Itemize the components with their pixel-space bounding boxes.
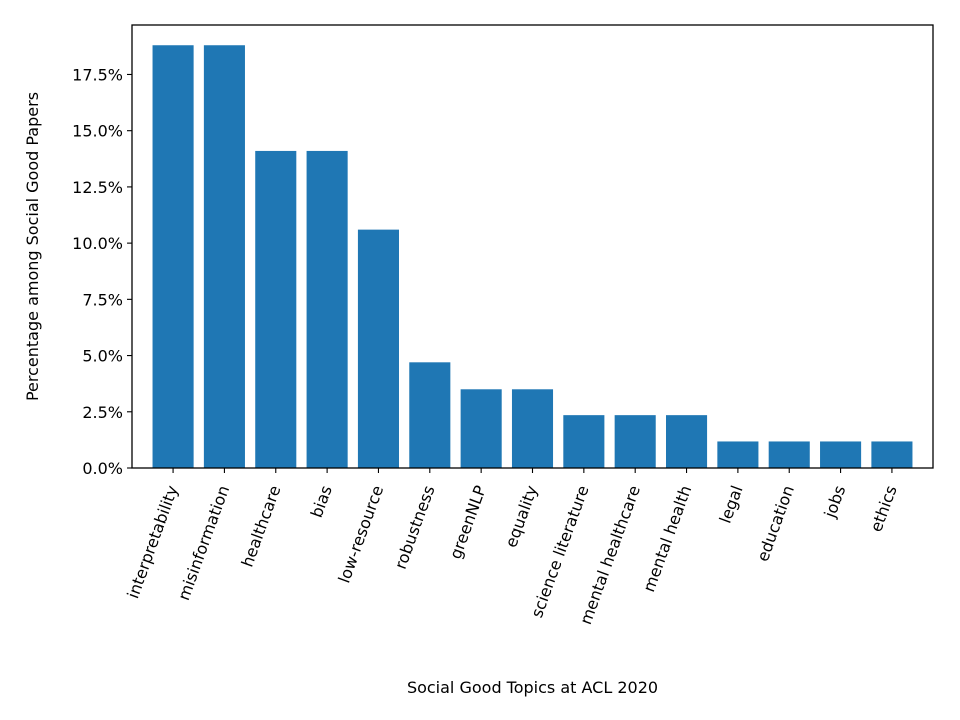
bar-greenNLP: [460, 389, 502, 468]
y-tick-label: 12.5%: [72, 178, 123, 197]
bar-mental-health: [666, 415, 708, 468]
y-tick-label: 17.5%: [72, 65, 123, 84]
bar-education: [768, 441, 810, 468]
x-tick-label-equality: equality: [501, 483, 541, 550]
bar-robustness: [409, 362, 451, 468]
x-tick-label-misinformation: misinformation: [174, 483, 233, 603]
x-tick-label-interpretability: interpretability: [123, 483, 181, 601]
x-tick-label-ethics: ethics: [866, 483, 900, 534]
bars-group: [152, 45, 913, 469]
x-tick-label-low-resource: low-resource: [334, 483, 387, 586]
x-tick-label-legal: legal: [716, 483, 747, 526]
y-tick-label: 10.0%: [72, 234, 123, 253]
bar-healthcare: [255, 150, 297, 468]
bar-jobs: [820, 441, 862, 468]
y-tick-label: 7.5%: [82, 290, 123, 309]
bar-interpretability: [152, 45, 194, 469]
bar-ethics: [871, 441, 913, 468]
x-tick-label-robustness: robustness: [391, 483, 439, 572]
y-axis-label: Percentage among Social Good Papers: [23, 92, 42, 401]
plot-frame: [131, 24, 934, 469]
x-tick-label-greenNLP: greenNLP: [446, 483, 490, 562]
bar-mental-healthcare: [614, 415, 656, 468]
y-tick-label: 2.5%: [82, 403, 123, 422]
bar-bias: [306, 150, 348, 468]
x-tick-label-healthcare: healthcare: [237, 483, 284, 570]
y-axis-ticks: 0.0% 2.5% 5.0% 7.5% 10.0% 12.5% 15.0% 17.5%: [72, 65, 132, 478]
y-tick-label: 15.0%: [72, 122, 123, 141]
bar-legal: [717, 441, 759, 468]
x-tick-label-jobs: jobs: [820, 483, 849, 521]
y-tick-label: 0.0%: [82, 459, 123, 478]
x-axis-label: Social Good Topics at ACL 2020: [407, 678, 658, 697]
bar-equality: [511, 389, 554, 468]
bar-low-resource: [357, 229, 399, 468]
x-tick-label-education: education: [753, 483, 798, 564]
x-tick-label-bias: bias: [307, 483, 336, 520]
bar-science-literature: [563, 415, 605, 468]
bar-misinformation: [203, 45, 245, 469]
y-tick-label: 5.0%: [82, 347, 123, 366]
x-tick-label-mental-health: mental health: [639, 483, 695, 595]
